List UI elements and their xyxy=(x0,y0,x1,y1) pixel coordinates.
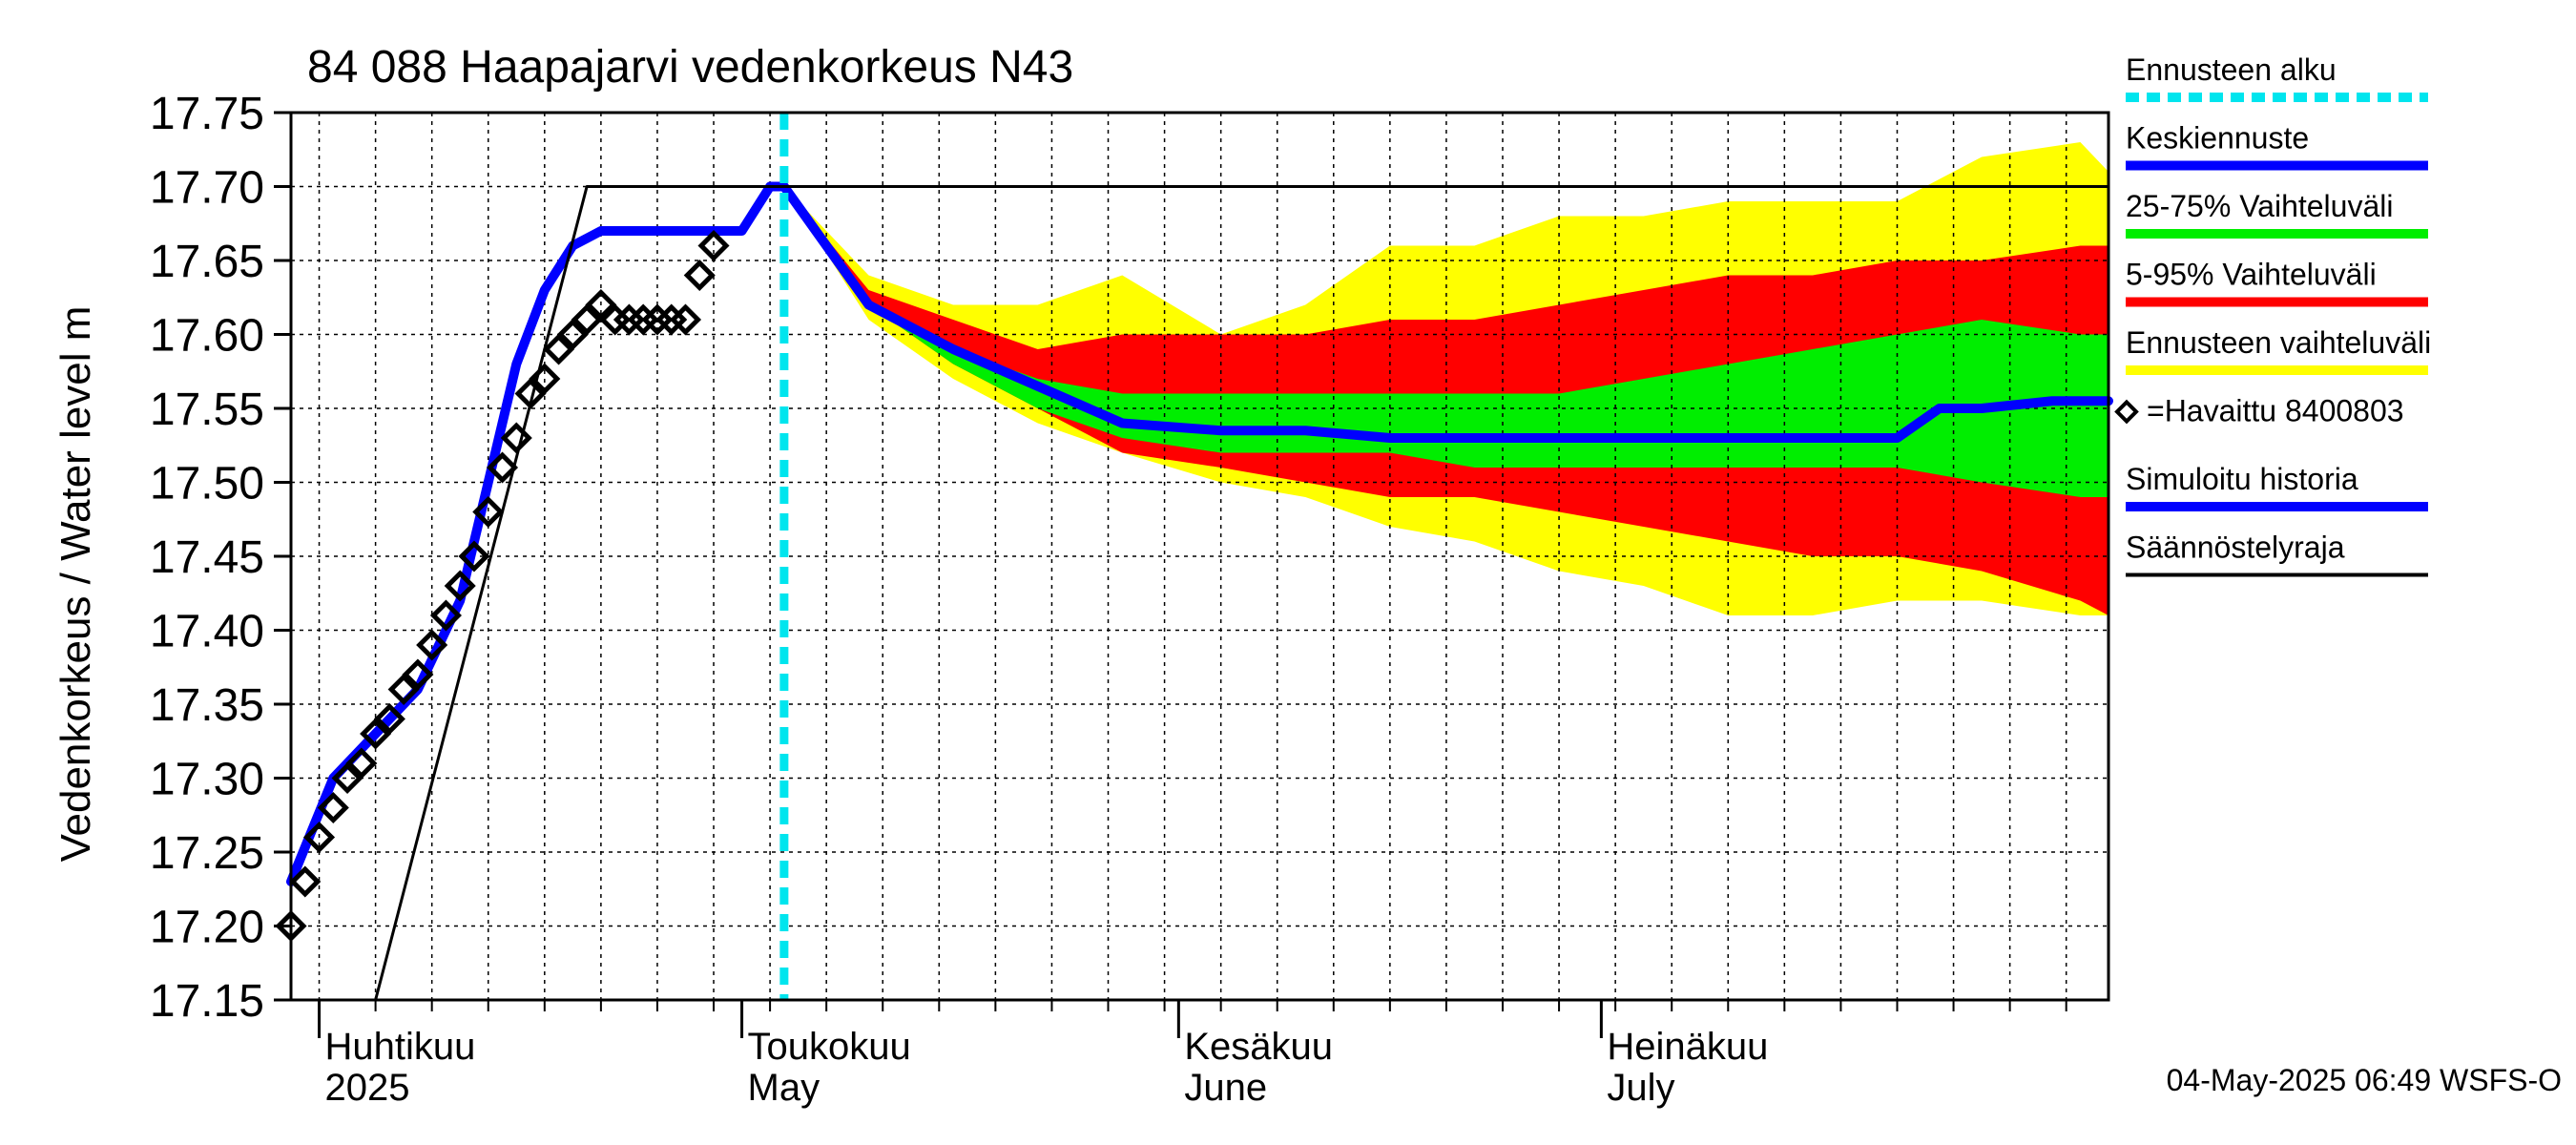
y-tick-label: 17.70 xyxy=(150,163,264,214)
y-tick-label: 17.15 xyxy=(150,976,264,1027)
observed-point xyxy=(345,747,378,780)
legend-label-s-nn-stelyraja: Säännöstelyraja xyxy=(2126,531,2345,565)
legend-label-ennusteen-alku: Ennusteen alku xyxy=(2126,52,2337,87)
y-tick-label: 17.20 xyxy=(150,903,264,953)
observed-point xyxy=(402,658,434,691)
y-tick-label: 17.35 xyxy=(150,680,264,731)
y-tick-label: 17.55 xyxy=(150,385,264,435)
observed-point xyxy=(683,259,716,292)
observed-point xyxy=(416,629,448,661)
observed-point xyxy=(373,702,405,736)
legend-label-havaittu-8400803: =Havaittu 8400803 xyxy=(2147,394,2404,428)
line-keskiennuste xyxy=(779,181,2113,443)
observed-point xyxy=(543,333,575,365)
observed-point xyxy=(387,673,420,706)
y-tick-label: 17.75 xyxy=(150,89,264,139)
y-axis-label: Vedenkorkeus / Water level m xyxy=(52,306,99,863)
y-tick-label: 17.50 xyxy=(150,459,264,510)
observed-point xyxy=(669,303,702,336)
observed-point xyxy=(317,791,349,824)
legend-label-keskiennuste: Keskiennuste xyxy=(2126,121,2309,156)
observed-point xyxy=(697,229,730,262)
observed-point xyxy=(302,821,336,854)
line-s-nn-stelyraja xyxy=(374,185,2110,1002)
observed-point xyxy=(514,377,547,410)
timestamp-footer: 04-May-2025 06:49 WSFS-O xyxy=(2167,1063,2562,1097)
x-month-label-en: June xyxy=(1184,1067,1267,1109)
observed-point xyxy=(360,718,392,750)
observed-point xyxy=(500,422,532,454)
x-month-label-fi: Kesäkuu xyxy=(1184,1026,1333,1068)
legend-label-5-95-vaihteluv-li: 5-95% Vaihteluväli xyxy=(2126,258,2377,292)
y-tick-label: 17.60 xyxy=(150,311,264,362)
y-tick-label: 17.25 xyxy=(150,828,264,879)
y-tick-label: 17.65 xyxy=(150,237,264,287)
observed-point xyxy=(585,288,617,322)
x-month-label-en: May xyxy=(748,1067,821,1109)
legend-label-25-75-vaihteluv-li: 25-75% Vaihteluväli xyxy=(2126,189,2393,223)
y-axis: 17.15 17.20 17.25 17.30 17.35 17.40 17.45 17.50… xyxy=(150,89,291,1027)
observed-point xyxy=(458,540,490,572)
x-month-label-en: 2025 xyxy=(325,1067,410,1109)
y-tick-label: 17.40 xyxy=(150,607,264,657)
legend-label-simuloitu-historia: Simuloitu historia xyxy=(2126,462,2358,496)
legend-marker-observed xyxy=(2114,399,2139,425)
x-month-label-fi: Heinäkuu xyxy=(1607,1026,1768,1068)
observed-point xyxy=(331,761,364,795)
observed-point xyxy=(571,303,603,336)
observed-point xyxy=(472,495,505,529)
y-tick-label: 17.30 xyxy=(150,755,264,805)
legend-label-ennusteen-vaihteluv-li: Ennusteen vaihteluväli xyxy=(2126,325,2431,360)
observed-point xyxy=(429,599,462,632)
x-month-label-fi: Toukokuu xyxy=(748,1026,911,1068)
observed-point xyxy=(556,318,589,351)
x-month-label-fi: Huhtikuu xyxy=(325,1026,476,1068)
observed-point xyxy=(486,451,519,484)
observed-point xyxy=(289,865,322,898)
legend: Ennusteen alku Keskiennuste 25-75% Vaihtel… xyxy=(2114,52,2431,577)
chart-title: 84 088 Haapajarvi vedenkorkeus N43 xyxy=(307,42,1073,93)
observed-points xyxy=(275,229,730,943)
observed-point xyxy=(529,363,561,395)
observed-point xyxy=(444,570,476,602)
y-tick-label: 17.45 xyxy=(150,532,264,583)
x-month-label-en: July xyxy=(1607,1067,1674,1109)
